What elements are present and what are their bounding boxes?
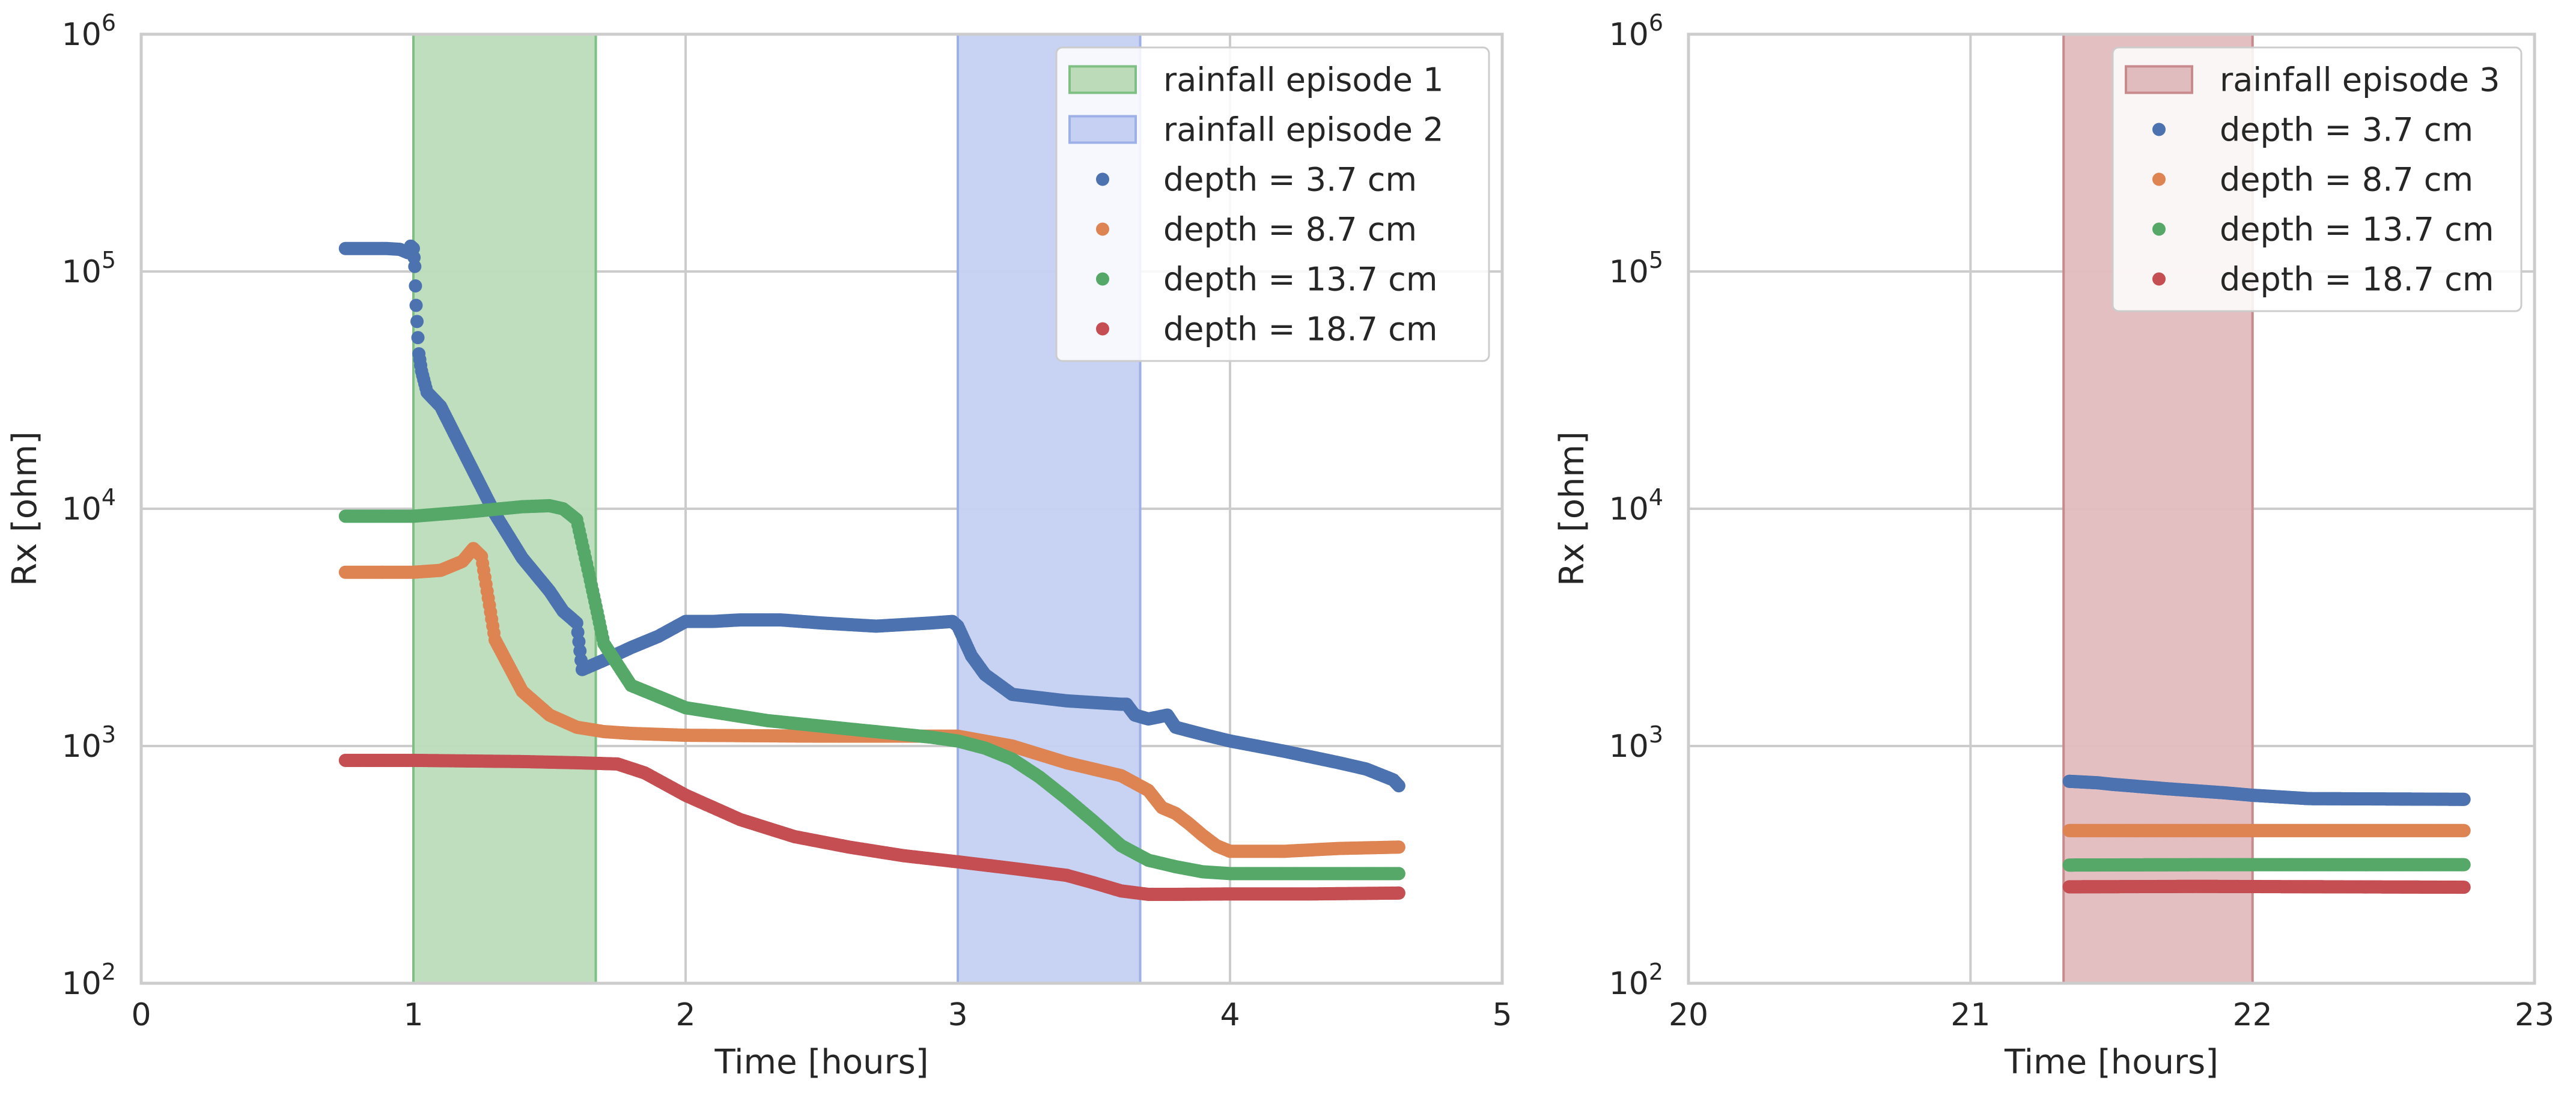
legend-marker: [1096, 222, 1109, 236]
y-tick-base: 10: [62, 491, 102, 527]
legend-entry: depth = 3.7 cm: [1163, 161, 1417, 199]
legend-entry: depth = 8.7 cm: [1163, 211, 1417, 249]
data-point: [409, 279, 422, 293]
x-tick-label: 1: [403, 997, 423, 1033]
data-point: [2457, 792, 2471, 806]
data-point: [2457, 823, 2471, 837]
legend-entry: depth = 13.7 cm: [1163, 261, 1437, 299]
data-point: [1392, 840, 1405, 854]
left-y-axis-label: Rx [ohm]: [5, 431, 44, 586]
y-tick-exponent: 2: [102, 959, 116, 985]
series-13-7-cm: [2062, 858, 2471, 872]
series-8-7-cm: [338, 542, 1405, 858]
series-8-7-cm: [2062, 823, 2471, 837]
data-point: [411, 331, 425, 345]
data-point: [1392, 867, 1405, 881]
legend-swatch: [1068, 65, 1137, 94]
left-legend: rainfall episode 1 rainfall episode 2 dept…: [1055, 46, 1490, 362]
data-point: [1392, 886, 1405, 900]
x-tick-label: 5: [1492, 997, 1512, 1033]
data-point: [410, 315, 424, 329]
legend-swatch: [1068, 115, 1137, 144]
legend-marker: [1096, 322, 1109, 336]
legend-marker: [1096, 272, 1109, 286]
x-tick-label: 0: [131, 997, 151, 1033]
x-tick-label: 4: [1220, 997, 1240, 1033]
y-tick-base: 10: [62, 17, 102, 53]
legend-entry: depth = 18.7 cm: [1163, 311, 1437, 348]
x-tick-label: 3: [948, 997, 967, 1033]
y-tick-base: 10: [62, 966, 102, 1002]
y-tick-exponent: 4: [102, 484, 116, 511]
y-tick-base: 10: [62, 254, 102, 290]
x-tick-label: 2: [675, 997, 695, 1033]
data-point: [409, 299, 423, 312]
y-tick-exponent: 3: [102, 721, 116, 748]
legend-entry: rainfall episode 2: [1163, 111, 1444, 149]
data-point: [1392, 779, 1405, 793]
y-tick-exponent: 5: [102, 247, 116, 273]
data-point: [408, 259, 422, 273]
left-x-axis-label: Time [hours]: [714, 1043, 929, 1082]
y-tick-base: 10: [62, 729, 102, 765]
y-tick-exponent: 6: [102, 10, 116, 36]
legend-marker: [1096, 172, 1109, 186]
legend-entry: rainfall episode 1: [1163, 61, 1444, 99]
